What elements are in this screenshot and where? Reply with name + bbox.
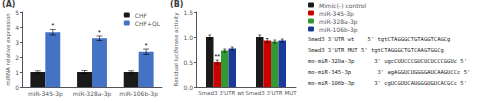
svg-text:mo-miR-328a-3p 3' ugcCUUC: mo-miR-328a-3p 3' ugcCUUCCCGUCUCUCCCGGUc… bbox=[308, 58, 467, 65]
svg-text:(A): (A) bbox=[2, 0, 16, 9]
svg-text:1.0: 1.0 bbox=[183, 34, 193, 41]
svg-text:0.0: 0.0 bbox=[183, 84, 193, 91]
svg-text:Mimic(-) control: Mimic(-) control bbox=[319, 2, 367, 9]
svg-text:*: * bbox=[51, 22, 54, 29]
svg-text:**: ** bbox=[215, 53, 221, 60]
svg-text:miRNA relative expression: miRNA relative expression bbox=[5, 13, 12, 86]
svg-text:4: 4 bbox=[15, 24, 19, 31]
svg-text:Smad3 3'UTR wt: Smad3 3'UTR wt bbox=[198, 90, 244, 96]
svg-text:0: 0 bbox=[15, 84, 19, 91]
svg-text:1.5: 1.5 bbox=[183, 9, 193, 16]
svg-text:miR-345-3p: miR-345-3p bbox=[28, 90, 63, 98]
svg-text:miR-106b-3p: miR-106b-3p bbox=[119, 90, 158, 98]
svg-text:CHF: CHF bbox=[135, 12, 148, 19]
svg-text:3: 3 bbox=[15, 39, 19, 46]
svg-text:1: 1 bbox=[15, 69, 19, 76]
svg-text:miR-345-3p: miR-345-3p bbox=[319, 10, 354, 18]
svg-text:mo-miR-106b-3p 3' cgUCGUU: mo-miR-106b-3p 3' cgUCGUUCAUGGGUGUCACGCc… bbox=[308, 80, 467, 87]
svg-text:Smad3 3'UTR MUT 5' tgtCTAGGGCT: Smad3 3'UTR MUT 5' tgtCTAGGGCTGTCAAGTGGC… bbox=[308, 47, 444, 54]
svg-text:Smad3 3'UTR wt 5' tgtCTAGGG: Smad3 3'UTR wt 5' tgtCTAGGGCTGTAGGTCAGCg bbox=[308, 36, 450, 43]
svg-text:Residual luciferase activity: Residual luciferase activity bbox=[173, 12, 180, 87]
svg-text:miR-328a-3p: miR-328a-3p bbox=[73, 90, 112, 98]
svg-text:*: * bbox=[98, 29, 101, 36]
svg-text:(B): (B) bbox=[170, 0, 183, 9]
svg-text:miR-328a-3p: miR-328a-3p bbox=[319, 18, 358, 26]
svg-text:0.5: 0.5 bbox=[183, 59, 193, 66]
svg-text:Smad3 3'UTR MUT: Smad3 3'UTR MUT bbox=[245, 90, 297, 96]
svg-text:5: 5 bbox=[15, 9, 19, 16]
svg-text:mo-miR-345-3p 3' agAGGU: mo-miR-345-3p 3' agAGGUCUGGGGAUCAAGUCCc … bbox=[308, 69, 470, 76]
svg-text:CHF+QL: CHF+QL bbox=[135, 20, 161, 27]
svg-text:2: 2 bbox=[15, 54, 19, 61]
svg-text:miR-106b-3p: miR-106b-3p bbox=[319, 26, 358, 34]
svg-text:*: * bbox=[145, 42, 148, 49]
